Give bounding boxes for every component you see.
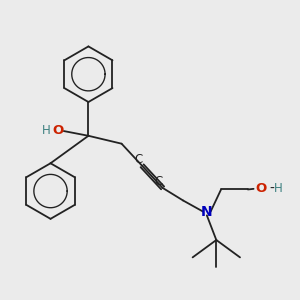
Text: -: - xyxy=(269,182,274,196)
Text: H: H xyxy=(42,124,51,136)
Text: C: C xyxy=(155,175,163,188)
Text: O: O xyxy=(53,124,64,136)
Text: N: N xyxy=(201,205,213,219)
Text: C: C xyxy=(134,153,142,166)
Text: H: H xyxy=(274,182,282,195)
Text: O: O xyxy=(256,182,267,195)
